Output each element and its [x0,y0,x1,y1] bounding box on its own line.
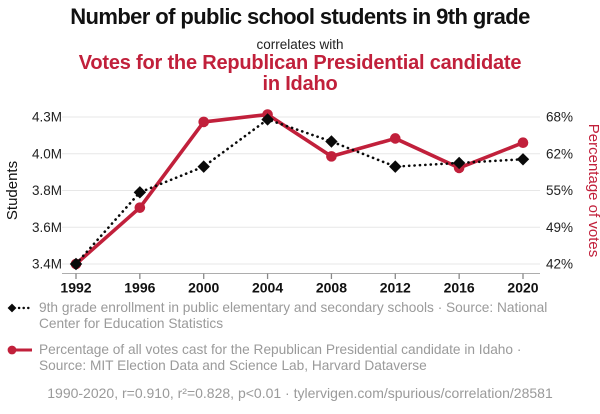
data-point-votes [134,202,146,213]
x-tick-label: 2000 [188,280,219,296]
chart-legend: 9th grade enrollment in public elementar… [7,300,595,384]
correlation-line-chart: 1992 1996 2000 2004 2008 2012 2016 2020 3.4M 3.6M… [4,109,600,296]
axis-titles: Students Percentage of votes [4,124,600,257]
x-tick-label: 2020 [507,280,538,296]
right-tick-label: 62% [546,146,573,161]
chart-title-primary: Number of public school students in 9th … [70,4,530,29]
data-point-votes [326,151,337,162]
x-tick-label: 2016 [444,280,475,296]
data-point-enrollment [197,160,210,173]
red-circle-solid-line-icon [7,345,32,355]
series-9th-grade-enrollment [69,113,530,271]
right-tick-label: 55% [546,183,573,198]
x-tick-label: 2004 [252,280,283,296]
data-point-enrollment [516,153,530,166]
data-point-enrollment [325,135,338,148]
x-tick-label: 2012 [380,280,411,296]
left-axis-labels: 3.4M 3.6M 3.8M 4.0M 4.3M [32,110,62,272]
data-point-enrollment [69,257,83,271]
data-point-votes [389,133,401,144]
data-point-votes [198,116,210,128]
left-axis-title: Students [4,161,21,220]
chart-title-connector: correlates with [256,37,344,52]
right-tick-label: 68% [546,110,573,125]
data-point-enrollment [133,186,147,199]
legend-entry-votes: Percentage of all votes cast for the Rep… [7,342,595,374]
data-point-enrollment [452,156,466,170]
x-tick-label: 1996 [124,280,155,296]
x-axis: 1992 1996 2000 2004 2008 2012 2016 2020 [60,273,540,296]
legend-label-enrollment: 9th grade enrollment in public elementar… [39,300,548,331]
black-diamond-dotted-line-icon [7,303,33,313]
data-point-enrollment [261,113,274,126]
left-tick-label: 3.4M [32,257,62,272]
x-tick-label: 2008 [316,280,347,296]
series-republican-votes [70,109,529,270]
left-tick-label: 3.8M [32,183,62,198]
left-tick-label: 3.6M [32,220,62,235]
left-tick-label: 4.3M [32,110,62,125]
legend-entry-enrollment: 9th grade enrollment in public elementar… [7,300,595,332]
chart-title-secondary: Votes for the Republican Presidential ca… [78,52,522,95]
data-point-votes [517,137,529,149]
data-point-enrollment [389,160,402,173]
x-tick-label: 1992 [60,280,91,296]
legend-label-votes: Percentage of all votes cast for the Rep… [39,342,522,373]
right-tick-label: 42% [546,257,573,272]
gridlines [62,116,540,265]
right-axis-title: Percentage of votes [585,124,600,257]
left-tick-label: 4.0M [32,146,62,161]
stats-and-source-line: 1990-2020, r=0.910, r²=0.828, p<0.01 · t… [47,385,553,401]
right-axis-labels: 42% 49% 55% 62% 68% [546,110,573,272]
right-tick-label: 49% [546,220,573,235]
